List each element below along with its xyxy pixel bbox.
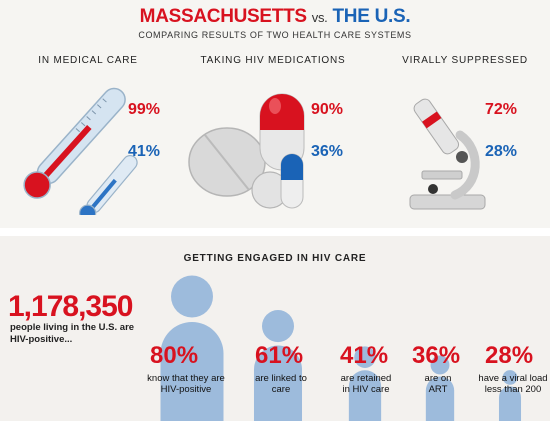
stat-desc-diagnosed: know that they are HIV-positive — [147, 373, 225, 395]
total-hiv-description: people living in the U.S. are HIV-positi… — [10, 322, 135, 345]
stat-desc-linked: are linked to care — [255, 373, 307, 395]
figure-body — [425, 376, 455, 421]
stat-desc-on-art: are on ART — [424, 373, 452, 395]
thermometer-icon — [23, 87, 138, 215]
person-figure-61 — [253, 310, 303, 421]
figure-head — [354, 346, 376, 368]
figure-head — [502, 370, 518, 385]
stat-desc-retained: are retained in HIV care — [340, 373, 392, 395]
person-figure-41 — [348, 346, 382, 421]
engagement-figures — [160, 275, 522, 421]
person-figure-36 — [425, 355, 455, 421]
medications-ma-value: 90% — [311, 101, 344, 118]
figure-body — [498, 386, 522, 421]
section-divider — [0, 228, 550, 236]
stat-value-diagnosed: 80% — [150, 342, 199, 369]
person-figure-28 — [498, 370, 522, 421]
stat-value-retained: 41% — [340, 342, 389, 369]
figure-body — [160, 322, 224, 421]
medical-care-us-value: 41% — [128, 143, 161, 160]
figure-head — [171, 275, 213, 318]
figure-head — [261, 310, 295, 343]
figure-body — [348, 370, 382, 421]
pills-icon — [188, 93, 305, 209]
title-massachusetts: MASSACHUSETTS — [139, 6, 307, 27]
figure-head — [430, 355, 450, 375]
medical-care-ma-value: 99% — [128, 101, 161, 118]
page-title: MASSACHUSETTS vs. THE U.S. — [0, 6, 550, 28]
stat-desc-suppressed: have a viral load less than 200 — [478, 373, 548, 395]
medications-us-value: 36% — [311, 143, 344, 160]
suppressed-us-value: 28% — [485, 143, 518, 160]
microscope-icon — [409, 98, 486, 210]
stat-value-on-art: 36% — [412, 342, 461, 369]
title-vs: vs. — [311, 10, 328, 25]
engagement-title: GETTING ENGAGED IN HIV CARE — [183, 253, 367, 264]
total-hiv-count: 1,178,350 — [8, 290, 133, 323]
stat-value-linked: 61% — [255, 342, 304, 369]
page-subtitle: COMPARING RESULTS OF TWO HEALTH CARE SYS… — [138, 30, 412, 40]
figure-body — [253, 345, 303, 421]
stat-value-suppressed: 28% — [485, 342, 534, 369]
suppressed-ma-value: 72% — [485, 101, 518, 118]
category-label-medications: TAKING HIV MEDICATIONS — [200, 55, 346, 66]
title-us: THE U.S. — [332, 6, 411, 27]
category-label-medical-care: IN MEDICAL CARE — [38, 55, 138, 66]
person-figure-80 — [160, 275, 224, 421]
category-label-suppressed: VIRALLY SUPPRESSED — [402, 55, 528, 66]
